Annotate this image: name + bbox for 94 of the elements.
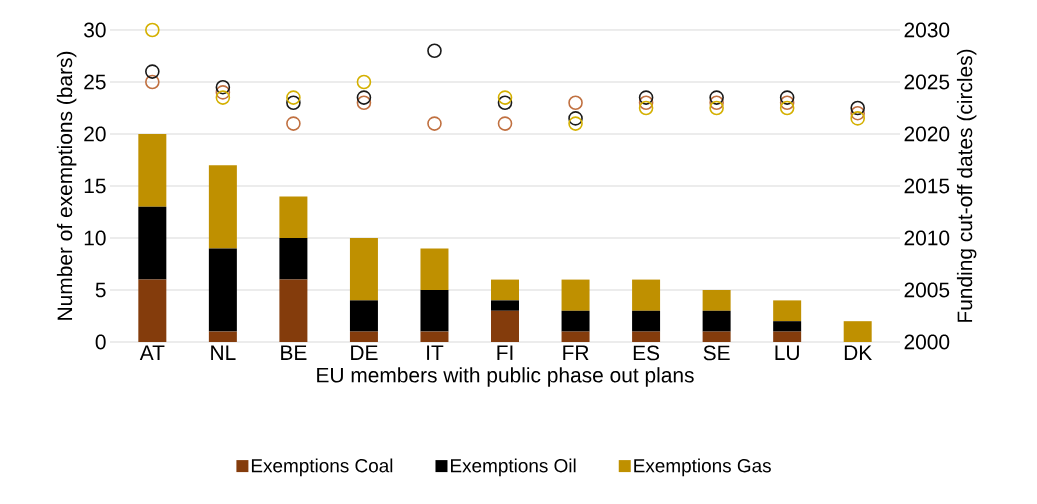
point [215, 85, 231, 100]
y2-tick-label: 2015 [904, 178, 950, 194]
x-tick-label: IT [427, 345, 444, 360]
bar [702, 310, 731, 332]
bar [208, 165, 237, 249]
point [286, 90, 301, 105]
bar [279, 237, 308, 280]
bar [702, 331, 731, 342]
point [497, 116, 513, 131]
point [427, 116, 442, 131]
point [709, 90, 724, 105]
point [215, 79, 231, 95]
legend-label: Exemptions Coal [251, 458, 393, 477]
point [286, 116, 301, 131]
bar [349, 331, 378, 342]
point [568, 111, 583, 126]
x-tick-label: ES [633, 345, 660, 361]
legend-label: Exemptions Oil [451, 458, 576, 477]
point [638, 95, 654, 111]
x-tick-label: SE [703, 345, 730, 361]
point [709, 95, 724, 111]
bar [632, 279, 661, 311]
bar [702, 289, 731, 311]
bar [279, 279, 308, 342]
bar [632, 310, 661, 332]
bar [491, 279, 520, 301]
legend-label: Exemptions Gas [634, 458, 771, 477]
point [145, 22, 160, 38]
bar [773, 300, 802, 322]
y2-tick-label: 2030 [904, 22, 950, 38]
bar [420, 331, 449, 342]
y2-tick-label: 2020 [904, 126, 950, 142]
bar [491, 300, 520, 311]
point [286, 95, 301, 111]
point [850, 105, 865, 121]
point [497, 95, 513, 111]
y2-tick-label: 2005 [904, 282, 950, 298]
point [568, 95, 583, 111]
bar [349, 237, 378, 301]
point [709, 100, 724, 116]
bar [208, 331, 237, 342]
y-tick-label: 15 [84, 178, 106, 194]
y-tick-label: 5 [95, 282, 106, 298]
bar [138, 279, 167, 342]
point [215, 90, 231, 105]
x-tick-label: FR [563, 345, 589, 360]
y2-tick-label: 2000 [904, 334, 950, 350]
bar [561, 310, 590, 332]
point [356, 90, 372, 105]
point [779, 95, 795, 111]
bar [279, 196, 308, 238]
x-tick-label: LU [775, 345, 799, 361]
point [779, 90, 795, 105]
y-axis-title: Number of exemptions (bars) [56, 51, 77, 320]
x-tick-label: DE [351, 345, 378, 360]
x-tick-label: DK [844, 345, 872, 360]
bar [420, 248, 449, 290]
x-tick-label: BE [281, 345, 307, 360]
point [356, 74, 372, 90]
bar [208, 248, 237, 332]
point [850, 100, 865, 116]
y-tick-label: 30 [84, 22, 106, 38]
y2-tick-label: 2010 [904, 230, 950, 246]
bar [561, 331, 590, 342]
bar [843, 321, 872, 342]
bar [349, 300, 378, 332]
point [568, 116, 583, 131]
bar [138, 133, 167, 207]
point [356, 95, 372, 111]
y-tick-label: 20 [84, 126, 106, 142]
point [497, 90, 513, 105]
point [427, 43, 442, 59]
y-tick-label: 25 [84, 74, 106, 90]
bar [491, 310, 520, 342]
point [638, 90, 654, 105]
y2-axis-title: Funding cut-off dates (circles) [956, 49, 977, 322]
point [145, 74, 160, 90]
y-tick-label: 0 [95, 334, 106, 350]
bar [773, 331, 802, 342]
y2-tick-label: 2025 [904, 74, 950, 90]
bar [561, 279, 590, 311]
point [850, 111, 865, 126]
bar [773, 321, 802, 332]
x-tick-label: FI [497, 345, 513, 360]
bar [632, 331, 661, 342]
bar [138, 206, 167, 280]
x-axis-title: EU members with public phase out plans [317, 367, 694, 387]
x-tick-label: NL [211, 345, 236, 360]
point [145, 64, 160, 79]
y-tick-label: 10 [84, 230, 106, 246]
point [638, 100, 654, 116]
point [779, 100, 795, 116]
bar [420, 289, 449, 332]
x-tick-label: AT [139, 345, 165, 360]
